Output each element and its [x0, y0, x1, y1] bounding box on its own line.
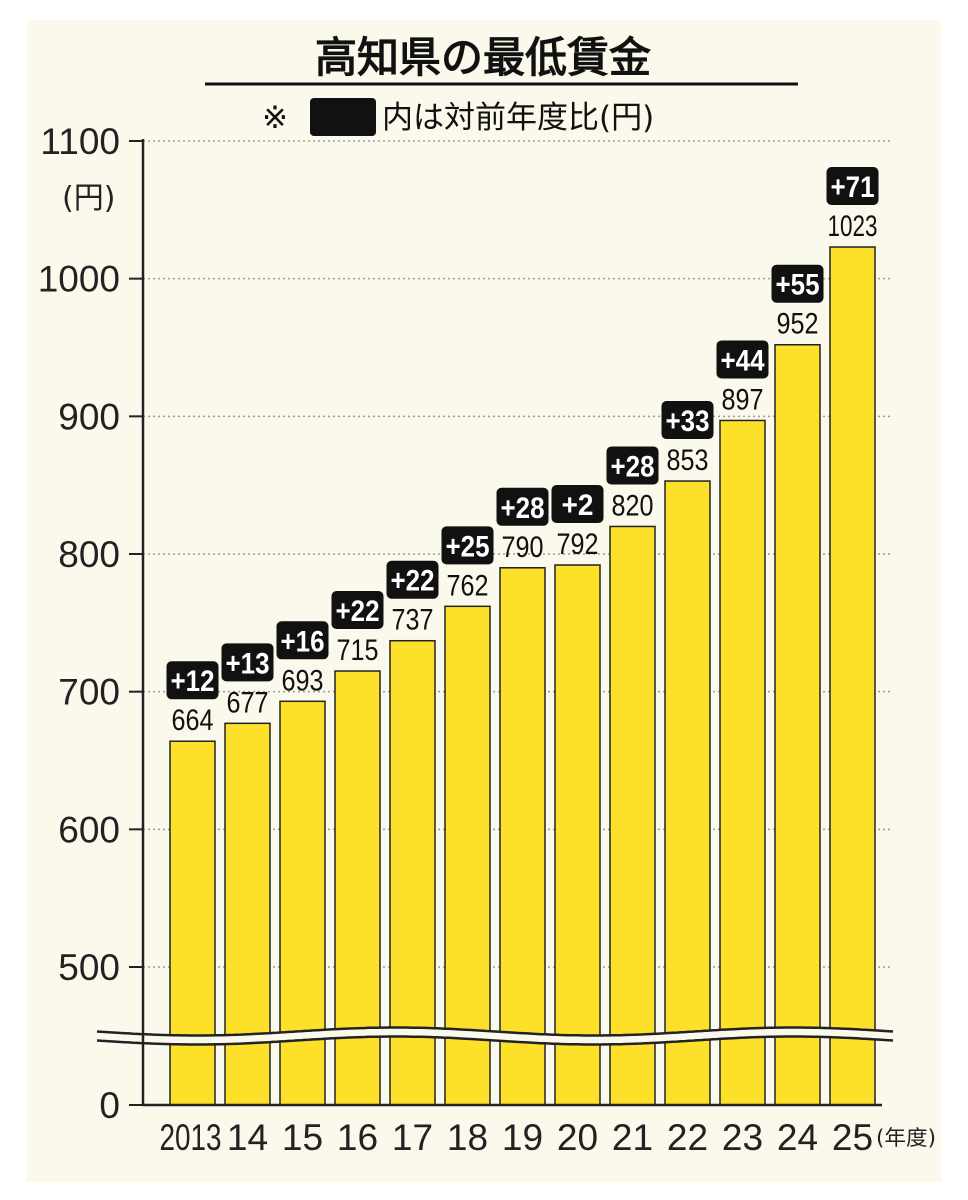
bar-20	[554, 564, 601, 1106]
value-label: 1023	[828, 210, 878, 243]
diff-badge	[496, 487, 549, 526]
x-tick-label: 15	[282, 1117, 323, 1158]
note-mark: ※	[262, 100, 288, 136]
bar-18	[444, 605, 491, 1106]
diff-badge	[331, 591, 384, 630]
diff-label: +44	[721, 344, 765, 377]
x-tick-label: 24	[777, 1117, 818, 1158]
diff-badge	[771, 264, 824, 303]
diff-badge	[716, 340, 769, 379]
diff-label: +13	[226, 647, 270, 680]
diff-label: +2	[562, 489, 594, 522]
x-tick-label: 21	[612, 1117, 653, 1158]
diff-label: +22	[391, 565, 435, 598]
value-label: 762	[447, 569, 489, 602]
diff-badge	[551, 485, 604, 524]
diff-label: +16	[281, 625, 325, 658]
x-tick-label: 17	[392, 1117, 433, 1158]
diff-badge	[221, 643, 274, 682]
value-label: 664	[172, 704, 214, 737]
diff-badge	[441, 526, 494, 565]
chart-title: 高知県の最低賃金	[315, 33, 652, 82]
diff-badge	[166, 661, 219, 700]
axis-break-line	[96, 1026, 894, 1037]
bar-2013	[169, 740, 216, 1106]
diff-label: +22	[336, 595, 380, 628]
bar-24	[774, 343, 821, 1106]
x-tick-label: 19	[502, 1117, 543, 1158]
x-tick-label: 20	[557, 1117, 598, 1158]
x-tick-label: 22	[667, 1117, 708, 1158]
value-label: 790	[502, 531, 544, 564]
value-label: 792	[557, 528, 599, 561]
x-tick-label: 18	[447, 1117, 488, 1158]
diff-label: +12	[171, 665, 215, 698]
x-tick-label: 2013	[160, 1117, 222, 1158]
diff-label: +55	[776, 269, 820, 302]
y-tick-label: 1000	[38, 259, 120, 300]
x-axis-ticks: 2013 14 15 16 17 18 19 20 21 22 23 24 25 (年度)	[160, 1117, 937, 1158]
y-tick-label: 500	[58, 947, 120, 988]
diff-badge	[826, 167, 879, 206]
value-label: 693	[282, 664, 324, 697]
diff-badge	[661, 401, 714, 440]
value-label: 737	[392, 604, 434, 637]
bar-15	[279, 700, 326, 1106]
bar-25	[829, 246, 876, 1106]
bar-21	[609, 525, 656, 1106]
x-tick-label: 25	[832, 1117, 873, 1158]
diff-badge	[606, 446, 659, 485]
diff-label: +71	[831, 171, 875, 204]
diff-label: +33	[666, 405, 710, 438]
bar-19	[499, 567, 546, 1106]
y-axis-unit: (円)	[62, 181, 115, 216]
bar-22	[664, 480, 711, 1106]
y-axis-ticks: 1100 1000 900 800 700 600 500 0	[38, 121, 143, 1126]
y-tick-label: 600	[58, 809, 120, 850]
diff-badge	[276, 621, 329, 660]
bar-23	[719, 419, 766, 1106]
x-tick-label: 14	[227, 1117, 268, 1158]
diff-label: +28	[501, 492, 545, 525]
y-tick-label: 800	[58, 534, 120, 575]
value-label: 715	[337, 634, 379, 667]
value-label: 677	[227, 686, 269, 719]
axis-break	[96, 1026, 894, 1046]
y-tick-label-zero: 0	[99, 1085, 120, 1126]
note-text: 内は対前年度比(円)	[382, 100, 654, 136]
axes	[141, 139, 882, 1107]
value-labels: 664 +12 677 +13 693 +16 715 +22 737 +22 762 +25 790 +…	[166, 167, 879, 737]
x-tick-label: 16	[337, 1117, 378, 1158]
x-axis-unit: (年度)	[876, 1126, 936, 1150]
value-label: 820	[612, 489, 654, 522]
y-tick-label: 700	[58, 672, 120, 713]
diff-label: +25	[446, 530, 490, 563]
bar-14	[224, 722, 271, 1106]
value-label: 897	[722, 383, 764, 416]
y-tick-label: 1100	[40, 121, 120, 162]
x-tick-label: 23	[722, 1117, 763, 1158]
y-tick-label: 900	[58, 396, 120, 437]
value-label: 853	[667, 444, 709, 477]
axis-break-line	[96, 1035, 894, 1046]
value-label: 952	[777, 308, 819, 341]
diff-badge	[386, 560, 439, 599]
diff-label: +28	[611, 450, 655, 483]
note-black-box	[310, 98, 376, 136]
bar-16	[334, 670, 381, 1106]
